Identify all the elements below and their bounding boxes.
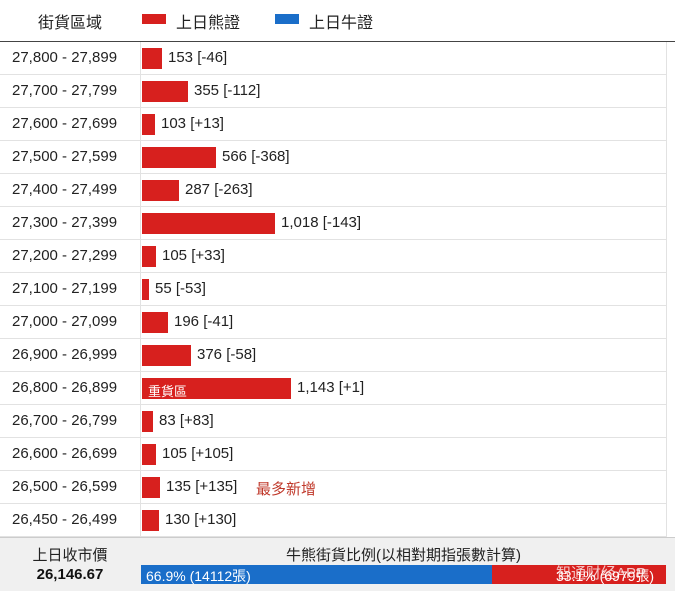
annotation-note: 最多新增	[256, 481, 317, 498]
table-row: 26,600 - 26,699 105 [+105]	[0, 438, 666, 471]
range-label: 27,100 - 27,199	[12, 280, 118, 297]
heavy-zone-label: 重貨區	[148, 384, 188, 399]
column-separator	[140, 372, 141, 405]
bar-value-label: 1,018 [-143]	[281, 214, 362, 231]
range-label: 27,000 - 27,099	[12, 313, 118, 330]
column-separator	[140, 504, 141, 537]
column-separator	[140, 42, 141, 75]
bar-value-label: 55 [-53]	[155, 280, 206, 297]
range-label: 27,300 - 27,399	[12, 214, 118, 231]
bear-bar	[142, 279, 149, 300]
ratio-bear-segment: 33.1% (6979張)	[492, 565, 666, 584]
column-separator	[140, 471, 141, 504]
bar-value-label: 566 [-368]	[222, 148, 290, 165]
range-label: 27,500 - 27,599	[12, 148, 118, 165]
bar-value-label: 196 [-41]	[174, 313, 234, 330]
bar-value-label: 287 [-263]	[185, 181, 253, 198]
bar-value-label: 135 [+135]	[166, 478, 238, 495]
ratio-title: 牛熊街貨比例(以相對期指張數計算)	[286, 547, 521, 564]
range-label: 26,900 - 26,999	[12, 346, 118, 363]
bear-bar	[142, 510, 159, 531]
column-separator	[140, 273, 141, 306]
bear-bar	[142, 213, 275, 234]
bar-value-label: 355 [-112]	[194, 82, 261, 99]
footer: 上日收市價 26,146.67 牛熊街貨比例(以相對期指張數計算) 66.9% …	[0, 537, 675, 591]
range-label: 27,700 - 27,799	[12, 82, 118, 99]
column-separator	[140, 240, 141, 273]
close-price-value: 26,146.67	[36, 566, 104, 583]
table-row: 26,700 - 26,799 83 [+83]	[0, 405, 666, 438]
bear-bar	[142, 180, 179, 201]
bar-value-label: 83 [+83]	[159, 412, 214, 429]
range-label: 27,800 - 27,899	[12, 49, 118, 66]
column-title: 街貨區域	[38, 15, 103, 32]
bear-bar	[142, 312, 168, 333]
bear-bar	[142, 81, 188, 102]
chart-header: 街貨區域 上日熊證 上日牛證	[0, 0, 675, 42]
table-row: 26,900 - 26,999 376 [-58]	[0, 339, 666, 372]
bar-value-label: 103 [+13]	[161, 115, 224, 132]
table-row: 27,300 - 27,399 1,018 [-143]	[0, 207, 666, 240]
bear-bar	[142, 246, 156, 267]
legend-label-bull: 上日牛證	[309, 15, 374, 32]
bar-value-label: 105 [+105]	[162, 445, 234, 462]
watermark: 智通财经APP	[556, 565, 647, 582]
column-separator	[140, 108, 141, 141]
chart-right-rule	[666, 42, 667, 537]
range-label: 26,600 - 26,699	[12, 445, 118, 462]
bar-value-label: 153 [-46]	[168, 49, 228, 66]
bear-bar	[142, 147, 216, 168]
table-row: 27,100 - 27,199 55 [-53]	[0, 273, 666, 306]
ratio-bull-segment: 66.9% (14112張)	[141, 565, 492, 584]
table-row: 26,500 - 26,599 135 [+135] 最多新增	[0, 471, 666, 504]
column-separator	[140, 141, 141, 174]
column-separator	[140, 75, 141, 108]
legend-swatch-bull	[275, 14, 299, 24]
range-label: 26,700 - 26,799	[12, 412, 118, 429]
column-separator	[140, 207, 141, 240]
table-row: 26,450 - 26,499 130 [+130]	[0, 504, 666, 537]
table-row: 27,400 - 27,499 287 [-263]	[0, 174, 666, 207]
table-row: 26,800 - 26,899 重貨區 1,143 [+1]	[0, 372, 666, 405]
bear-bar: 重貨區	[142, 378, 291, 399]
range-label: 27,200 - 27,299	[12, 247, 118, 264]
bar-value-label: 105 [+33]	[162, 247, 225, 264]
table-row: 27,600 - 27,699 103 [+13]	[0, 108, 666, 141]
ratio-bear-text: 33.1% (6979張)	[556, 568, 655, 584]
ratio-bar: 66.9% (14112張) 33.1% (6979張)	[141, 565, 666, 584]
column-separator	[140, 174, 141, 207]
range-label: 26,500 - 26,599	[12, 478, 118, 495]
column-separator	[140, 438, 141, 471]
column-separator	[140, 405, 141, 438]
close-price-label: 上日收市價	[32, 547, 108, 564]
bar-value-label: 130 [+130]	[165, 511, 237, 528]
bear-bar	[142, 114, 155, 135]
legend-label-bear: 上日熊證	[176, 15, 241, 32]
range-label: 27,400 - 27,499	[12, 181, 118, 198]
bar-value-label: 1,143 [+1]	[297, 379, 365, 396]
table-row: 27,200 - 27,299 105 [+33]	[0, 240, 666, 273]
range-label: 26,450 - 26,499	[12, 511, 118, 528]
bear-bar	[142, 345, 191, 366]
table-row: 27,000 - 27,099 196 [-41]	[0, 306, 666, 339]
table-row: 27,700 - 27,799 355 [-112]	[0, 75, 666, 108]
bear-bar	[142, 48, 162, 69]
ratio-bull-text: 66.9% (14112張)	[146, 568, 251, 584]
column-separator	[140, 306, 141, 339]
bear-bar	[142, 444, 156, 465]
bear-bar	[142, 411, 153, 432]
range-label: 26,800 - 26,899	[12, 379, 118, 396]
range-label: 27,600 - 27,699	[12, 115, 118, 132]
bar-value-label: 376 [-58]	[197, 346, 257, 363]
legend-swatch-bear	[142, 14, 166, 24]
table-row: 27,500 - 27,599 566 [-368]	[0, 141, 666, 174]
bear-bar	[142, 477, 160, 498]
table-row: 27,800 - 27,899 153 [-46]	[0, 42, 666, 75]
column-separator	[140, 339, 141, 372]
